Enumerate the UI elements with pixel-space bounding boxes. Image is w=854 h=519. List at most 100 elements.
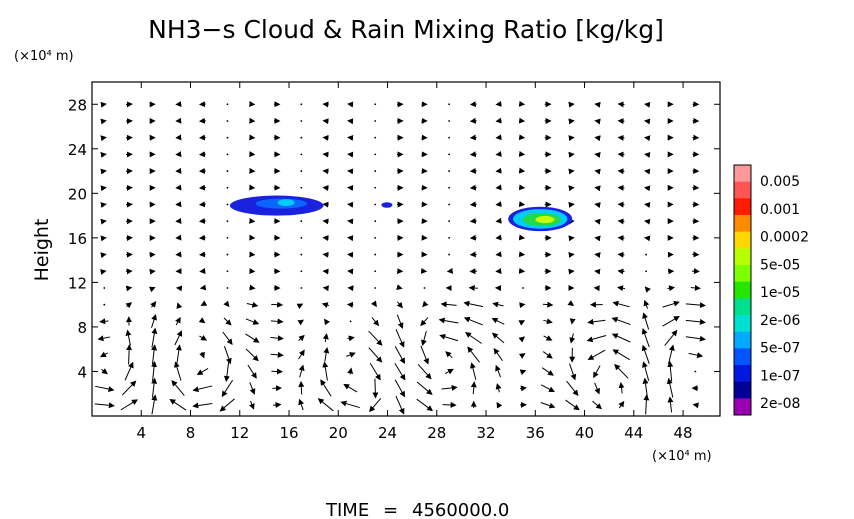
wind-vector-dot <box>374 236 377 239</box>
wind-vector-dot <box>226 253 229 256</box>
plot-frame <box>91 81 721 417</box>
wind-vector <box>422 300 429 308</box>
wind-vector <box>151 327 158 348</box>
wind-vector <box>347 201 354 208</box>
colorbar-label: 5e-05 <box>760 257 800 273</box>
wind-vector <box>148 286 156 293</box>
wind-vector <box>612 300 630 308</box>
wind-vector <box>569 333 576 344</box>
wind-vector <box>298 398 304 411</box>
wind-vector <box>151 360 158 382</box>
wind-vector <box>271 301 284 308</box>
wind-vector-dot <box>448 186 450 189</box>
wind-vector <box>493 347 503 362</box>
wind-vector-dot <box>448 120 450 122</box>
wind-vector <box>249 284 256 291</box>
wind-vector-dot <box>349 320 352 323</box>
wind-vector <box>247 364 257 379</box>
wind-vector <box>270 318 284 325</box>
wind-vector <box>347 251 354 258</box>
wind-vector <box>322 333 329 343</box>
y-axis-ticks: 4 8 12 16 20 24 28 <box>68 96 720 381</box>
colorbar-label: 1e-07 <box>760 368 800 384</box>
wind-vector <box>469 101 477 108</box>
wind-vector <box>617 251 625 258</box>
wind-vector <box>100 168 107 175</box>
y-tick-label: 16 <box>68 230 87 248</box>
colorbar-swatch <box>734 365 751 383</box>
wind-vector <box>347 151 354 158</box>
x-tick-label: 20 <box>329 424 348 442</box>
wind-vector <box>464 332 482 344</box>
wind-vector-dot <box>300 186 303 189</box>
wind-vector-dot <box>645 253 648 256</box>
wind-vector <box>223 345 232 365</box>
wind-vector <box>368 347 383 363</box>
wind-vector <box>199 284 207 291</box>
wind-vector-dot <box>300 236 303 239</box>
wind-vector <box>416 398 434 412</box>
wind-vector <box>245 333 260 343</box>
wind-vector <box>417 363 432 380</box>
wind-vector <box>617 268 625 275</box>
wind-vector-dot <box>374 203 377 206</box>
wind-vector <box>100 118 107 125</box>
wind-vector <box>441 384 458 391</box>
wind-vector <box>469 217 477 224</box>
wind-vector <box>594 235 601 242</box>
x-tick-label: 40 <box>575 424 594 442</box>
wind-vector <box>463 300 484 308</box>
wind-vector <box>617 218 625 225</box>
wind-vector <box>642 312 650 330</box>
wind-vector-dot <box>300 153 303 156</box>
wind-vector <box>641 328 650 348</box>
wind-vector <box>496 401 503 409</box>
wind-vector <box>245 318 260 325</box>
colorbar-swatch <box>734 215 751 233</box>
wind-vector-dot <box>300 136 303 139</box>
x-unit-label: (×10⁴ m) <box>652 449 712 464</box>
x-tick-label: 36 <box>526 424 545 442</box>
wind-vector <box>664 329 678 346</box>
wind-vector <box>222 331 233 345</box>
wind-vector <box>611 333 631 343</box>
wind-vector <box>151 314 157 328</box>
wind-vector-dot <box>226 186 229 189</box>
wind-vector <box>492 301 504 308</box>
colorbar-label: 0.0002 <box>760 230 809 246</box>
y-tick-label: 20 <box>68 185 87 203</box>
wind-vector <box>324 318 330 326</box>
wind-vector <box>298 349 305 360</box>
wind-vector <box>495 383 502 393</box>
wind-vector <box>298 380 305 395</box>
wind-vector <box>126 344 133 365</box>
wind-vector <box>469 167 477 174</box>
wind-vector <box>176 302 183 310</box>
wind-vector <box>100 185 107 192</box>
wind-vector <box>438 317 459 324</box>
x-tick-label: 32 <box>476 424 495 442</box>
cloud-region-core <box>535 215 555 224</box>
wind-vector <box>100 135 107 142</box>
colorbar-frame <box>733 164 752 416</box>
wind-vector <box>420 330 427 347</box>
wind-vector-dot <box>448 253 450 256</box>
wind-vector-dot <box>448 236 450 239</box>
wind-vector <box>369 398 382 413</box>
x-tick-label: 28 <box>427 424 446 442</box>
wind-vector-dot <box>226 103 229 106</box>
wind-vector <box>297 319 305 326</box>
chart-title: NH3−s Cloud & Rain Mixing Ratio [kg/kg] <box>148 15 664 44</box>
wind-vector <box>245 348 259 362</box>
wind-vector <box>685 318 706 325</box>
wind-vector <box>100 218 107 225</box>
wind-vector <box>495 364 502 378</box>
wind-vector <box>565 399 580 411</box>
colorbar-label: 5e-07 <box>760 341 800 357</box>
colorbar-label: 2e-08 <box>760 396 800 412</box>
wind-vector <box>169 398 187 411</box>
wind-vector-dot <box>448 103 450 106</box>
wind-vector <box>395 329 405 348</box>
wind-vector <box>371 300 377 308</box>
wind-vector <box>347 235 354 242</box>
